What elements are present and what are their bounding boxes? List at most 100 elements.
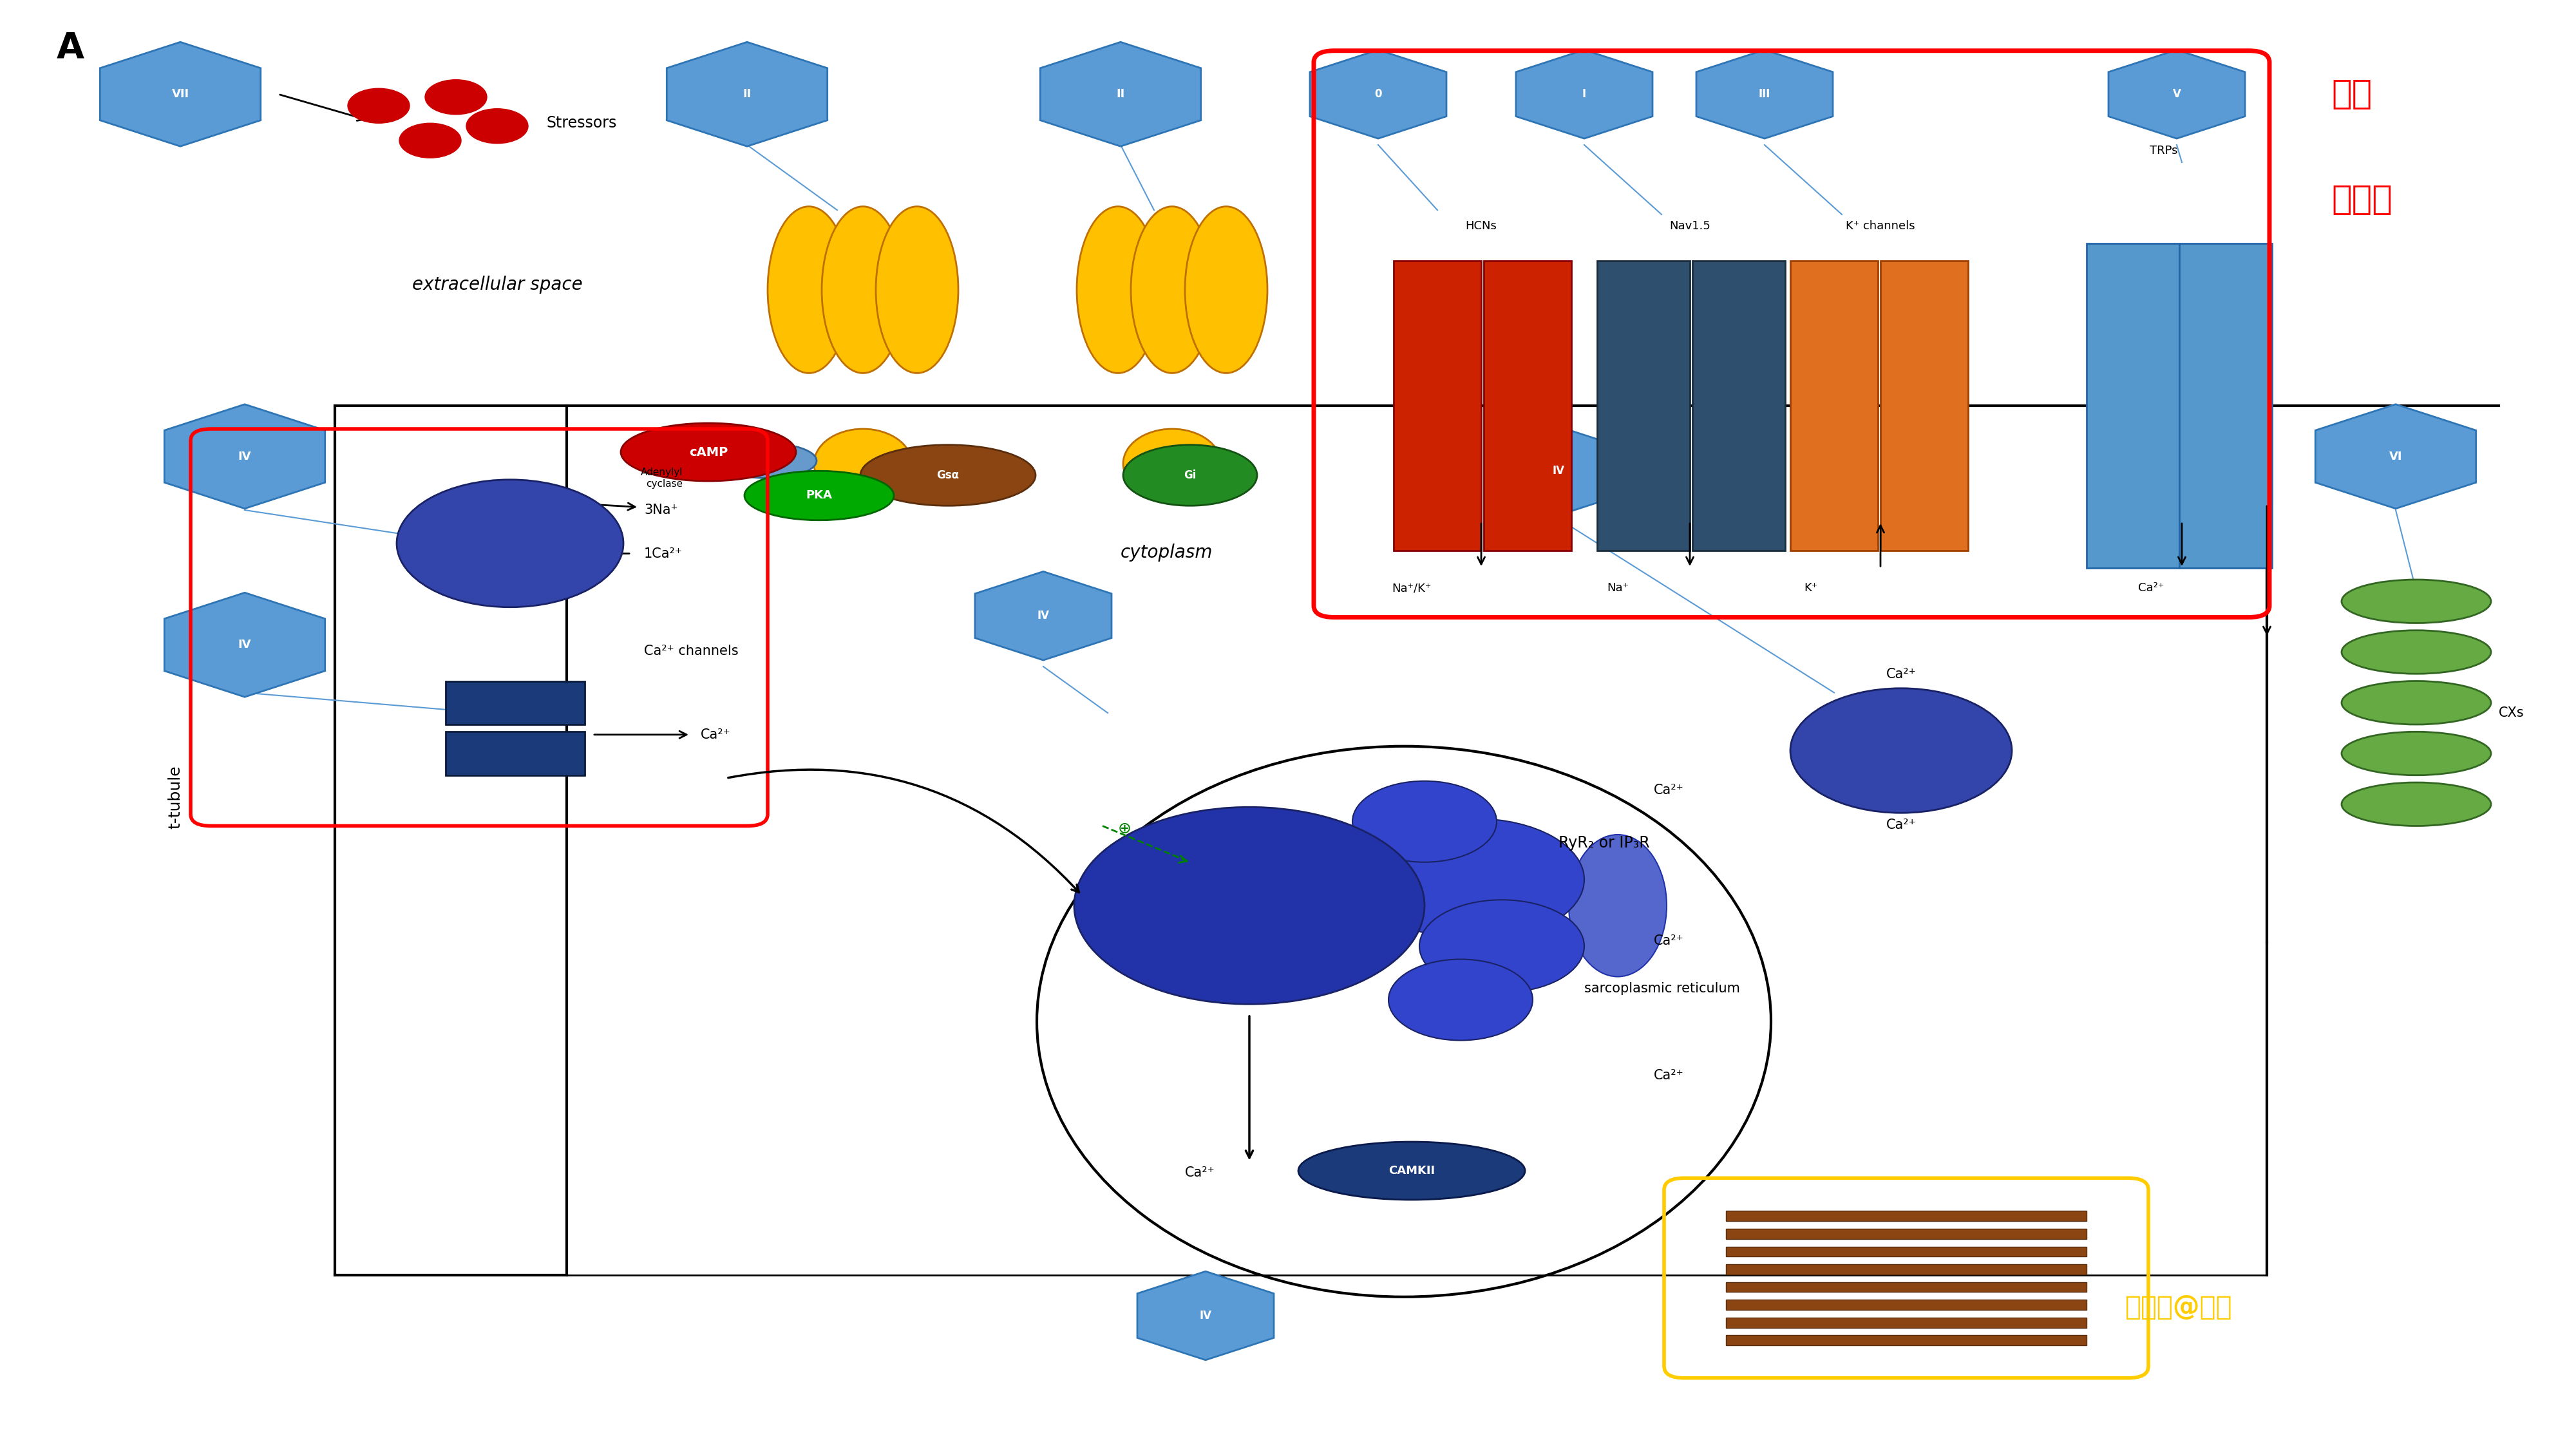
Bar: [1726, 1264, 2087, 1275]
Bar: [1726, 1229, 2087, 1239]
Text: CAMKII: CAMKII: [1388, 1165, 1435, 1177]
Polygon shape: [1515, 49, 1654, 139]
Ellipse shape: [2342, 630, 2491, 674]
Bar: [1597, 261, 1690, 551]
Polygon shape: [1041, 42, 1200, 146]
Text: I: I: [1582, 88, 1587, 100]
Ellipse shape: [860, 445, 1036, 506]
Ellipse shape: [2342, 732, 2491, 775]
Bar: [1726, 1246, 2087, 1256]
Text: IV: IV: [1553, 465, 1564, 477]
Text: 1Ca²⁺: 1Ca²⁺: [644, 548, 683, 559]
Text: HCNs: HCNs: [1466, 220, 1497, 232]
Bar: [446, 681, 585, 724]
Text: 离子泵: 离子泵: [2331, 183, 2393, 217]
Circle shape: [466, 109, 528, 143]
Text: Ca²⁺: Ca²⁺: [701, 729, 732, 740]
Bar: [1726, 1300, 2087, 1310]
Text: cAMP: cAMP: [688, 446, 729, 458]
Text: Ca²⁺: Ca²⁺: [1886, 819, 1917, 832]
Text: Stressors: Stressors: [546, 116, 616, 130]
Circle shape: [1352, 781, 1497, 862]
Bar: [1726, 1211, 2087, 1222]
Ellipse shape: [822, 207, 904, 374]
Bar: [1726, 1317, 2087, 1327]
Text: 0: 0: [1376, 88, 1381, 100]
Text: sarcoplasmic reticulum: sarcoplasmic reticulum: [1584, 982, 1739, 995]
Ellipse shape: [719, 443, 817, 478]
Text: 各种: 各种: [2331, 77, 2372, 112]
Ellipse shape: [876, 207, 958, 374]
Circle shape: [1074, 807, 1425, 1004]
Text: Adenylyl
cyclase: Adenylyl cyclase: [641, 468, 683, 488]
Bar: [1790, 261, 1878, 551]
Text: Ca²⁺: Ca²⁺: [1654, 935, 1685, 948]
Ellipse shape: [1569, 835, 1667, 977]
Ellipse shape: [1123, 445, 1257, 506]
Text: RyR₂ or IP₃R: RyR₂ or IP₃R: [1558, 836, 1649, 851]
Text: Ca²⁺: Ca²⁺: [1654, 784, 1685, 797]
Polygon shape: [667, 42, 827, 146]
Bar: [1880, 261, 1968, 551]
Circle shape: [1368, 819, 1584, 940]
Text: Na⁺: Na⁺: [1607, 582, 1628, 594]
Text: IV: IV: [1200, 1310, 1211, 1321]
Text: V: V: [2172, 88, 2182, 100]
Polygon shape: [165, 404, 325, 509]
Text: VII: VII: [173, 88, 188, 100]
Ellipse shape: [1131, 207, 1213, 374]
Text: 3Na⁺: 3Na⁺: [644, 504, 677, 516]
Text: Ca²⁺: Ca²⁺: [2138, 582, 2164, 594]
Text: II: II: [742, 88, 752, 100]
Bar: [1726, 1282, 2087, 1293]
Circle shape: [425, 80, 487, 114]
Ellipse shape: [1077, 207, 1159, 374]
Polygon shape: [974, 571, 1113, 661]
Text: TRPs: TRPs: [2151, 145, 2177, 156]
Text: A: A: [57, 30, 85, 65]
Text: t-tubule: t-tubule: [167, 765, 183, 829]
Circle shape: [1790, 688, 2012, 813]
Text: K⁺ channels: K⁺ channels: [1847, 220, 1914, 232]
Text: Gsα: Gsα: [938, 469, 958, 481]
Ellipse shape: [1298, 1142, 1525, 1200]
Text: Ca²⁺: Ca²⁺: [1886, 668, 1917, 681]
Text: Ca²⁺: Ca²⁺: [1185, 1166, 1216, 1179]
Text: IV: IV: [237, 639, 252, 651]
Bar: [1726, 1336, 2087, 1345]
Text: Ca²⁺: Ca²⁺: [1654, 1069, 1685, 1082]
Text: K⁺: K⁺: [1803, 582, 1819, 594]
Polygon shape: [1489, 426, 1628, 516]
Polygon shape: [1309, 49, 1448, 139]
Text: CXs: CXs: [2499, 707, 2524, 719]
Bar: [1692, 261, 1785, 551]
Circle shape: [348, 88, 410, 123]
Text: ⊕: ⊕: [1118, 822, 1131, 836]
Ellipse shape: [2342, 580, 2491, 623]
Text: cytoplasm: cytoplasm: [1121, 543, 1213, 562]
Polygon shape: [2316, 404, 2476, 509]
Circle shape: [1419, 900, 1584, 993]
Bar: [1484, 261, 1571, 551]
Circle shape: [1388, 959, 1533, 1040]
Bar: [2179, 243, 2272, 568]
Text: extracellular space: extracellular space: [412, 275, 582, 294]
Text: VI: VI: [2388, 451, 2403, 462]
Ellipse shape: [1185, 207, 1267, 374]
Polygon shape: [100, 42, 260, 146]
Ellipse shape: [2342, 681, 2491, 724]
Text: Gi: Gi: [1185, 469, 1195, 481]
Text: PKA: PKA: [806, 490, 832, 501]
Polygon shape: [2107, 49, 2246, 139]
Text: Ca²⁺ channels: Ca²⁺ channels: [644, 645, 739, 658]
Ellipse shape: [621, 423, 796, 481]
Text: IV: IV: [1038, 610, 1048, 622]
Ellipse shape: [744, 471, 894, 520]
Text: 肌矩节@涌馨: 肌矩节@涌馨: [2125, 1294, 2233, 1320]
Bar: [2087, 243, 2179, 568]
Bar: [446, 732, 585, 775]
Text: IV: IV: [237, 451, 252, 462]
Circle shape: [399, 123, 461, 158]
Text: II: II: [1115, 88, 1126, 100]
Circle shape: [397, 480, 623, 607]
